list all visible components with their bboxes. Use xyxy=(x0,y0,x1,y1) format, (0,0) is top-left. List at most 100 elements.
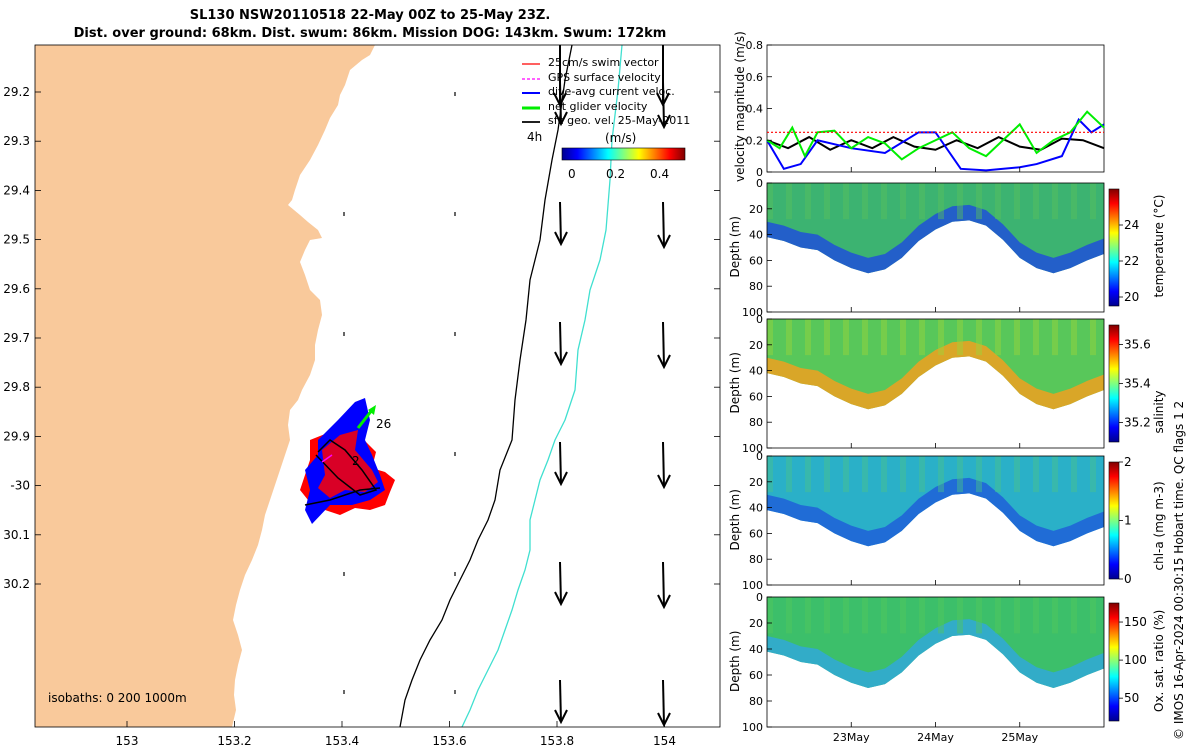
geo-vel-arrow xyxy=(559,441,562,485)
track-label-start: 26 xyxy=(376,417,391,431)
map-x-tick-label: 154 xyxy=(653,734,676,748)
section-y-tick-label: 80 xyxy=(749,553,763,566)
section-stripe xyxy=(938,183,944,220)
section-panel-1 xyxy=(767,183,1104,312)
section-stripe xyxy=(938,597,944,634)
map-y-ticks: 29.2 29.3 29.4 29.5 29.6 29.7 29.8 29.9 -30 30.1 3… xyxy=(3,85,720,591)
geo-vel-arrowhead xyxy=(657,114,671,130)
geo-vel-arrow xyxy=(559,561,562,605)
section-y-tick-label: 0 xyxy=(756,591,763,604)
section-stripe xyxy=(1071,597,1077,634)
section-colorbar-tick-label: 20 xyxy=(1124,290,1139,304)
section-stripe xyxy=(786,456,792,493)
section-y-tick-label: 40 xyxy=(749,229,763,242)
geo-vel-arrowhead xyxy=(554,231,568,247)
velocity-series-line xyxy=(766,117,1105,172)
velocity-series-line xyxy=(766,110,1105,161)
section-stripe xyxy=(995,597,1001,634)
section-y-tick-label: 80 xyxy=(749,280,763,293)
section-stripe xyxy=(1052,456,1058,493)
section-stripe xyxy=(1033,319,1039,356)
geo-vel-arrowhead xyxy=(657,234,671,250)
section-stripe xyxy=(919,183,925,220)
map-y-tick-label: 29.6 xyxy=(3,282,30,296)
map-panel: 26 2 25cm/s swim vector GPS surface velo… xyxy=(3,44,721,748)
geo-vel-arrow xyxy=(662,441,665,488)
section-colorbar-tick-label: 1 xyxy=(1124,514,1132,528)
section-colorbar-tick-label: 50 xyxy=(1124,691,1139,705)
section-stripe xyxy=(843,183,849,220)
section-stripe xyxy=(862,183,868,220)
geo-vel-arrow xyxy=(559,321,562,365)
section-y-tick-label: 60 xyxy=(749,254,763,267)
geo-vel-arrowhead xyxy=(657,474,671,490)
section-stripe xyxy=(1014,597,1020,634)
imos-watermark: © IMOS 16-Apr-2024 00:30:15 Hobart time.… xyxy=(1172,400,1186,740)
map-y-tick-label: 29.5 xyxy=(3,233,30,247)
section-colorbar xyxy=(1108,602,1120,722)
section-stripe xyxy=(862,319,868,356)
map-y-tick-label: 30.1 xyxy=(3,528,30,542)
section-stripe xyxy=(957,183,963,220)
colorbar-tick-2: 0.4 xyxy=(650,167,669,181)
section-stripe xyxy=(900,319,906,356)
section-stripe xyxy=(786,183,792,220)
section-stripe xyxy=(1090,183,1096,220)
map-y-tick-label: 29.2 xyxy=(3,85,30,99)
section-y-tick-label: 100 xyxy=(742,579,763,592)
geo-vel-arrowhead xyxy=(554,591,568,607)
section-stripe xyxy=(995,456,1001,493)
section-colorbar-tick-label: 2 xyxy=(1124,455,1132,469)
section-y-tick-label: 100 xyxy=(742,721,763,734)
legend-time-label: 4h xyxy=(527,130,542,144)
colorbar-label: (m/s) xyxy=(605,131,636,145)
section-stripe xyxy=(919,597,925,634)
map-y-tick-label: 29.9 xyxy=(3,429,30,443)
map-x-tick-label: 153 xyxy=(116,734,139,748)
section-stripe xyxy=(995,183,1001,220)
section-deep-layer xyxy=(767,340,1104,410)
geo-vel-arrow xyxy=(662,679,665,726)
section-stripe xyxy=(1071,319,1077,356)
section-y-tick-label: 60 xyxy=(749,390,763,403)
geo-vel-arrow xyxy=(662,321,665,368)
section-stripe xyxy=(862,456,868,493)
legend-entry-gps: GPS surface velocity xyxy=(548,71,661,84)
map-y-tick-label: 30.2 xyxy=(3,577,30,591)
section-panel-3 xyxy=(767,456,1104,585)
section-stripe xyxy=(767,319,773,356)
section-colorbar-label: temperature (°C) xyxy=(1152,195,1166,298)
section-stripe xyxy=(805,319,811,356)
section-y-tick-label: 80 xyxy=(749,695,763,708)
section-stripe xyxy=(1052,597,1058,634)
colorbar-tick-0: 0 xyxy=(568,167,576,181)
velocity-y-tick-label: 0.4 xyxy=(746,103,764,116)
section-stripe xyxy=(881,597,887,634)
legend-entry-dive: dive-avg current veloc. xyxy=(548,85,675,98)
section-y-tick-label: 60 xyxy=(749,669,763,682)
section-y-tick-label: 0 xyxy=(756,313,763,326)
chart-title-line1: SL130 NSW20110518 22-May 00Z to 25-May 2… xyxy=(189,8,551,23)
section-y-tick-label: 60 xyxy=(749,527,763,540)
section-stripe xyxy=(862,597,868,634)
velocity-y-tick-label: 0.6 xyxy=(746,71,764,84)
section-stripe xyxy=(1071,456,1077,493)
section-stripe xyxy=(938,319,944,356)
section-stripe xyxy=(824,456,830,493)
section-stripe xyxy=(1014,319,1020,356)
map-x-tick-label: 153.4 xyxy=(325,734,359,748)
section-y-tick-label: 20 xyxy=(749,476,763,489)
section-stripe xyxy=(843,319,849,356)
map-y-tick-label: 29.8 xyxy=(3,380,30,394)
geo-vel-arrowhead xyxy=(553,92,567,108)
section-y-tick-label: 40 xyxy=(749,643,763,656)
section-y-tick-label: 100 xyxy=(742,442,763,455)
section-stripe xyxy=(843,597,849,634)
section-stripe xyxy=(976,183,982,220)
legend-entry-swim: 25cm/s swim vector xyxy=(548,56,659,69)
colorbar-tick-1: 0.2 xyxy=(606,167,625,181)
section-x-tick-label: 24May xyxy=(917,731,954,744)
section-stripe xyxy=(805,456,811,493)
